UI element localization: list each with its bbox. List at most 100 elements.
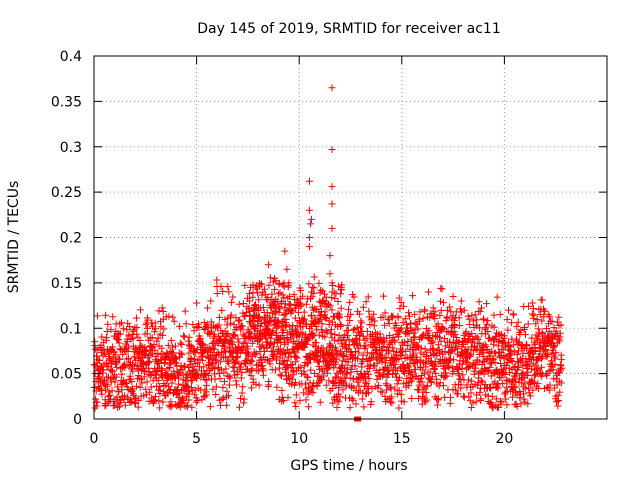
data-point <box>278 397 286 405</box>
data-point <box>118 319 126 327</box>
data-point <box>421 307 429 315</box>
data-point <box>283 265 291 273</box>
data-point <box>348 350 356 358</box>
data-point <box>118 386 126 394</box>
data-point <box>491 358 499 366</box>
data-point <box>263 356 271 364</box>
data-point <box>436 379 444 387</box>
data-point <box>144 324 152 332</box>
data-point <box>328 84 336 92</box>
data-point <box>329 354 337 362</box>
data-point <box>393 380 401 388</box>
data-point <box>388 399 396 407</box>
data-point <box>189 321 197 329</box>
data-point <box>353 367 361 375</box>
data-point <box>420 383 428 391</box>
data-point <box>327 330 335 338</box>
data-point <box>331 295 339 303</box>
data-point <box>365 383 373 391</box>
data-point <box>279 326 287 334</box>
data-point <box>335 398 343 406</box>
data-point <box>432 362 440 370</box>
data-point <box>528 365 536 373</box>
data-point <box>391 338 399 346</box>
data-point <box>336 393 344 401</box>
data-point <box>426 368 434 376</box>
data-point <box>534 380 542 388</box>
data-point <box>358 319 366 327</box>
data-point <box>326 252 334 260</box>
data-point <box>411 310 419 318</box>
data-point <box>292 391 300 399</box>
data-point <box>356 331 364 339</box>
data-point <box>288 375 296 383</box>
data-point <box>136 374 144 382</box>
data-point <box>258 291 266 299</box>
data-point <box>216 375 224 383</box>
data-point <box>438 285 446 293</box>
data-point <box>229 363 237 371</box>
data-point <box>317 286 325 294</box>
data-point <box>383 373 391 381</box>
data-point <box>244 345 252 353</box>
data-point <box>273 383 281 391</box>
data-point <box>557 321 565 329</box>
data-point <box>417 344 425 352</box>
data-point <box>376 334 384 342</box>
data-point <box>129 367 137 375</box>
data-point <box>258 362 266 370</box>
data-point <box>392 348 400 356</box>
data-point <box>220 369 228 377</box>
data-point <box>272 308 280 316</box>
data-point <box>279 317 287 325</box>
data-point <box>303 360 311 368</box>
data-point <box>230 359 238 367</box>
data-point <box>464 312 472 320</box>
data-point <box>295 309 303 317</box>
data-point <box>501 332 509 340</box>
data-point <box>396 374 404 382</box>
data-point <box>285 279 293 287</box>
data-point <box>528 299 536 307</box>
y-tick-label: 0.4 <box>60 49 82 65</box>
data-point <box>503 383 511 391</box>
data-point <box>354 355 362 363</box>
data-point <box>344 358 352 366</box>
data-point <box>107 356 115 364</box>
data-point <box>458 360 466 368</box>
data-point <box>167 398 175 406</box>
data-point <box>199 340 207 348</box>
data-point <box>156 404 164 412</box>
data-point <box>115 403 123 411</box>
data-point <box>286 301 294 309</box>
data-point <box>395 387 403 395</box>
data-point <box>225 373 233 381</box>
data-point <box>271 274 279 282</box>
data-point <box>534 365 542 373</box>
data-point <box>291 304 299 312</box>
data-point <box>262 319 270 327</box>
data-point <box>468 377 476 385</box>
data-point <box>251 351 259 359</box>
data-point <box>296 303 304 311</box>
data-point <box>211 355 219 363</box>
data-point <box>423 396 431 404</box>
data-point <box>340 353 348 361</box>
data-point <box>238 368 246 376</box>
data-point <box>472 398 480 406</box>
data-point <box>436 333 443 341</box>
data-point <box>121 362 129 370</box>
data-point <box>207 297 215 305</box>
data-point <box>355 310 363 318</box>
data-point <box>308 215 316 223</box>
data-point <box>297 363 305 371</box>
data-point <box>120 325 128 333</box>
data-point <box>556 337 564 345</box>
data-point <box>307 366 315 374</box>
data-point <box>358 363 366 371</box>
data-point <box>510 311 518 319</box>
data-point <box>428 373 436 381</box>
data-point <box>440 299 448 307</box>
data-point <box>306 220 314 228</box>
data-point <box>330 288 338 296</box>
